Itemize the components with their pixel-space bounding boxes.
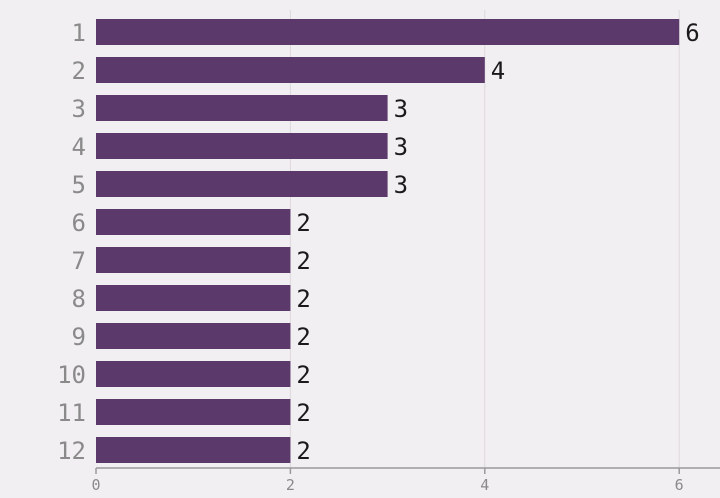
value-label: 2 xyxy=(296,247,310,275)
bar xyxy=(96,57,485,83)
bar xyxy=(96,399,291,425)
bars xyxy=(96,19,680,463)
value-label: 6 xyxy=(685,19,699,47)
x-tick-label: 4 xyxy=(480,476,489,494)
bar xyxy=(96,171,388,197)
value-label: 2 xyxy=(296,437,310,465)
category-label: 2 xyxy=(72,57,86,85)
value-label: 3 xyxy=(394,95,408,123)
value-label: 3 xyxy=(394,133,408,161)
x-tick-label: 2 xyxy=(286,476,295,494)
category-label: 6 xyxy=(72,209,86,237)
value-labels: 6 4 3 3 3 2 2 2 2 2 2 2 xyxy=(296,19,699,465)
gridlines xyxy=(289,10,680,468)
category-label: 1 xyxy=(72,19,86,47)
value-label: 3 xyxy=(394,171,408,199)
category-label: 4 xyxy=(72,133,86,161)
value-label: 2 xyxy=(296,323,310,351)
x-tick-label: 0 xyxy=(91,476,100,494)
value-label: 2 xyxy=(296,399,310,427)
category-label: 9 xyxy=(72,323,86,351)
bar xyxy=(96,247,291,273)
category-label: 8 xyxy=(72,285,86,313)
category-label: 7 xyxy=(72,247,86,275)
bar xyxy=(96,437,291,463)
bar xyxy=(96,19,680,45)
bar xyxy=(96,361,291,387)
category-label: 12 xyxy=(57,437,86,465)
category-label: 3 xyxy=(72,95,86,123)
x-axis: 0 2 4 6 xyxy=(91,467,720,494)
value-label: 2 xyxy=(296,361,310,389)
value-label: 4 xyxy=(491,57,505,85)
category-label: 5 xyxy=(72,171,86,199)
category-label: 10 xyxy=(57,361,86,389)
x-tick-label: 6 xyxy=(675,476,684,494)
bar xyxy=(96,133,388,159)
bar xyxy=(96,285,291,311)
category-label: 11 xyxy=(57,399,86,427)
bar xyxy=(96,323,291,349)
bar xyxy=(96,95,388,121)
value-label: 2 xyxy=(296,285,310,313)
bar xyxy=(96,209,291,235)
value-label: 2 xyxy=(296,209,310,237)
